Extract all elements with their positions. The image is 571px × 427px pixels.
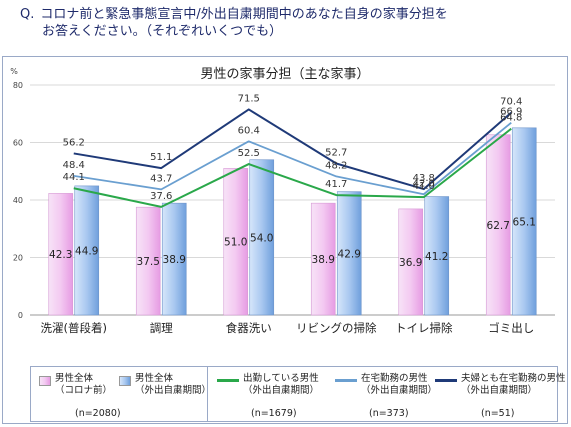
legend-label-line-both-remote-2: （外出自粛期間）	[461, 385, 538, 396]
bar-value-label-stayhome-2: 54.0	[250, 232, 273, 244]
legend-label-line-remote-2: （外出自粛期間）	[361, 385, 438, 396]
line-value-label-both-remote-3: 52.7	[325, 147, 347, 158]
legend-swatch-line-commute	[217, 379, 239, 382]
bar-precovid-1	[135, 206, 161, 316]
bar-stayhome-2	[249, 159, 275, 316]
bar-value-label-precovid-3: 38.9	[312, 254, 335, 266]
bar-value-label-stayhome-1: 38.9	[163, 254, 186, 266]
line-value-label-both-remote-2: 71.5	[238, 93, 260, 104]
line-value-label-both-remote-4: 43.8	[413, 173, 435, 184]
bar-value-label-precovid-1: 37.5	[137, 256, 160, 268]
bar-value-label-precovid-5: 62.7	[487, 220, 510, 232]
line-value-label-both-remote-5: 70.4	[500, 97, 522, 108]
bar-value-label-stayhome-4: 41.2	[425, 251, 448, 263]
bar-stayhome-4	[424, 196, 450, 316]
line-value-label-both-remote-1: 51.1	[150, 152, 172, 163]
bar-precovid-4	[398, 208, 424, 316]
line-remote	[73, 121, 512, 196]
x-category-label-0: 洗濯(普段着)	[41, 321, 107, 335]
legend-divider	[207, 367, 208, 421]
bar-precovid-0	[48, 193, 74, 316]
line-value-label-commute-0: 44.1	[63, 172, 85, 183]
legend-n-line-remote: (n=373)	[369, 408, 409, 419]
line-value-label-remote-2: 60.4	[238, 125, 260, 136]
bar-stayhome-3	[336, 191, 362, 316]
y-tick-label-60: 60	[13, 139, 23, 148]
legend-n-line-both-remote: (n=51)	[481, 408, 515, 419]
y-tick-label-80: 80	[13, 81, 23, 90]
legend-label-line-remote-1: 在宅勤務の男性	[361, 373, 428, 384]
x-category-label-1: 調理	[150, 321, 173, 335]
line-value-label-remote-1: 43.7	[150, 173, 172, 184]
bar-value-label-stayhome-5: 65.1	[513, 216, 536, 228]
bar-precovid-3	[310, 202, 336, 316]
legend-label-line-commute-1: 出勤している男性	[243, 373, 319, 384]
y-tick-label-40: 40	[13, 196, 23, 205]
bar-precovid-2	[223, 168, 249, 316]
y-tick-label-0: 0	[18, 311, 23, 320]
bar-stayhome-1	[161, 202, 187, 316]
legend-label-bar-stayhome-1: 男性全体	[135, 373, 174, 384]
legend-swatch-bar-stayhome	[119, 376, 131, 386]
legend-label-bar-precovid-2: （コロナ前）	[55, 385, 113, 396]
line-commute	[73, 127, 512, 208]
bar-precovid-5	[485, 134, 511, 316]
legend: 男性全体 （コロナ前） 男性全体 （外出自粛期間） (n=2080) 出勤してい…	[30, 366, 566, 422]
bar-stayhome-0	[74, 185, 100, 316]
bar-stayhome-5	[511, 127, 537, 316]
x-category-label-4: トイレ掃除	[395, 321, 453, 335]
line-value-label-remote-4: 42.0	[413, 178, 435, 189]
legend-label-bar-stayhome-2: （外出自粛期間）	[135, 385, 212, 396]
line-both-remote	[73, 108, 512, 191]
line-value-label-commute-1: 37.6	[150, 191, 172, 202]
legend-swatch-line-both-remote	[435, 379, 457, 382]
y-axis-unit: %	[10, 67, 18, 76]
question-line-1: コロナ前と緊急事態宣言中/外出自粛期間中のあなた自身の家事分担を	[40, 7, 448, 22]
bar-value-label-stayhome-0: 44.9	[75, 245, 98, 257]
question-text: Q. コロナ前と緊急事態宣言中/外出自粛期間中のあなた自身の家事分担を お答えくだ…	[20, 6, 560, 40]
x-category-label-2: 食器洗い	[226, 321, 272, 335]
legend-label-bar-precovid-1: 男性全体	[55, 373, 94, 384]
x-category-label-5: ゴミ出し	[488, 321, 534, 335]
legend-n-line-commute: (n=1679)	[251, 408, 297, 419]
legend-swatch-line-remote	[335, 379, 357, 382]
line-value-label-commute-2: 52.5	[238, 148, 260, 159]
bar-value-label-stayhome-3: 42.9	[338, 248, 361, 260]
question-line-2: お答えください。（それぞれいくつでも）	[42, 24, 283, 39]
legend-n-bars: (n=2080)	[75, 408, 121, 419]
bar-value-label-precovid-0: 42.3	[49, 249, 72, 261]
line-value-label-remote-3: 48.2	[325, 160, 347, 171]
legend-label-line-commute-2: （外出自粛期間）	[243, 385, 320, 396]
bar-value-label-precovid-4: 36.9	[399, 257, 422, 269]
bar-value-label-precovid-2: 51.0	[224, 237, 247, 249]
line-value-label-both-remote-0: 56.2	[63, 137, 85, 148]
x-category-label-3: リビングの掃除	[296, 321, 377, 335]
line-value-label-commute-5: 64.8	[500, 113, 522, 124]
line-value-label-remote-5: 66.9	[500, 107, 522, 118]
line-value-label-commute-4: 41.0	[413, 181, 435, 192]
question-label: Q.	[20, 7, 35, 22]
legend-swatch-bar-precovid	[39, 376, 51, 386]
legend-label-line-both-remote-1: 夫婦とも在宅勤務の男性	[461, 373, 566, 384]
line-value-label-remote-0: 48.4	[63, 160, 85, 171]
line-value-label-commute-3: 41.7	[325, 179, 347, 190]
y-tick-label-20: 20	[13, 254, 23, 263]
chart-title: 男性の家事分担（主な家事）	[200, 66, 369, 82]
